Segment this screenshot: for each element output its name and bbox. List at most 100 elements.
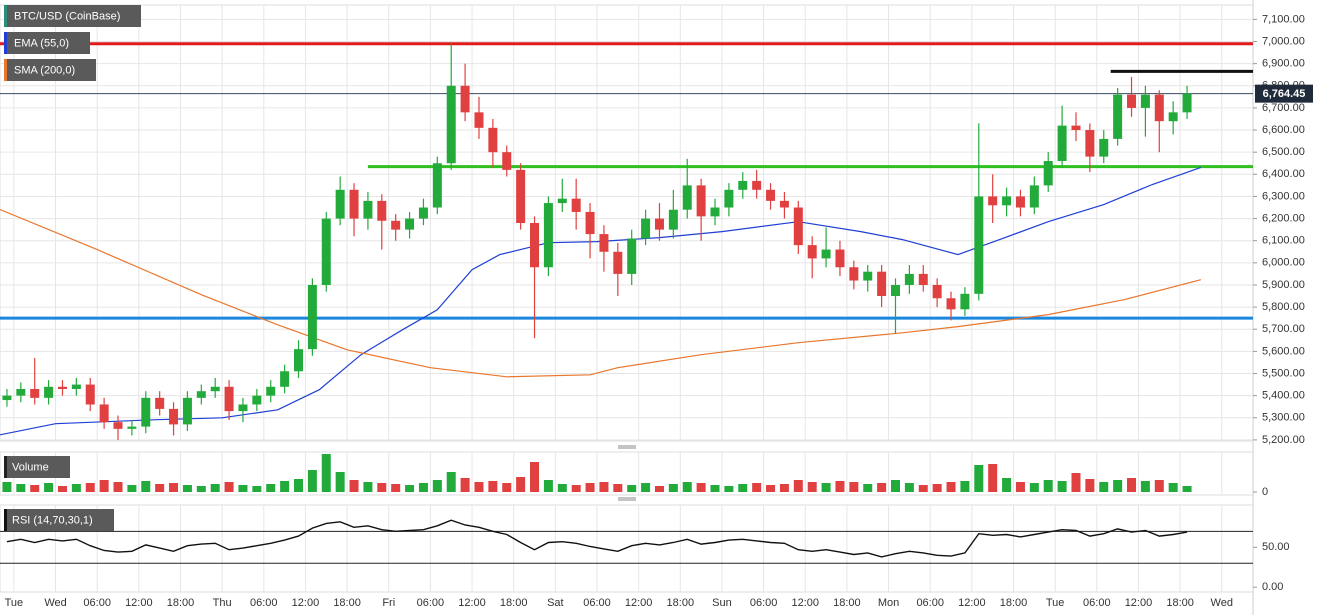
candle-body xyxy=(724,189,734,208)
candle-body xyxy=(918,273,928,285)
candle-body xyxy=(849,267,859,281)
volume-bar xyxy=(599,482,609,492)
x-tick-label: 12:00 xyxy=(125,597,153,609)
candle-body xyxy=(1127,94,1137,108)
volume-bar xyxy=(1168,483,1178,492)
candle-body xyxy=(599,234,609,252)
y-tick-label: 0.00 xyxy=(1262,581,1283,593)
volume-bar xyxy=(946,482,956,492)
y-tick-label: 6,200.00 xyxy=(1262,212,1305,224)
candle-body xyxy=(30,388,40,398)
candle-body xyxy=(585,211,595,235)
volume-bar xyxy=(377,483,387,492)
volume-bar xyxy=(85,483,95,492)
candle-body xyxy=(779,200,789,208)
volume-bar xyxy=(696,483,706,492)
x-tick-label: 18:00 xyxy=(333,597,361,609)
candle-body xyxy=(85,384,95,405)
legend-box xyxy=(4,456,70,478)
candle-body xyxy=(1029,185,1039,208)
indicator-line xyxy=(0,166,1202,436)
rsi-line xyxy=(6,519,1188,558)
volume-bar xyxy=(543,480,553,492)
x-tick-label: Mon xyxy=(878,597,899,609)
volume-bar xyxy=(391,484,401,492)
candle-body xyxy=(1057,125,1067,162)
volume-bar xyxy=(988,464,998,492)
volume-bar xyxy=(1002,478,1012,492)
volume-bar xyxy=(321,454,331,492)
candle-body xyxy=(932,284,942,299)
candle-body xyxy=(766,189,776,201)
candle-body xyxy=(710,207,720,217)
y-tick-label: 5,800.00 xyxy=(1262,301,1305,313)
volume-bar xyxy=(335,472,345,492)
volume-bar xyxy=(516,477,526,492)
candle-body xyxy=(682,185,692,210)
candle-body xyxy=(821,249,831,259)
legend-swatch xyxy=(4,509,7,531)
y-tick-label: 5,400.00 xyxy=(1262,390,1305,402)
volume-bar xyxy=(307,470,317,492)
volume-bar xyxy=(641,483,651,492)
candle-body xyxy=(613,251,623,274)
volume-bar xyxy=(1057,481,1067,492)
candle-body xyxy=(654,218,664,230)
x-tick-label: 06:00 xyxy=(417,597,445,609)
candle-body xyxy=(835,249,845,268)
candle-body xyxy=(863,271,873,281)
x-tick-label: 06:00 xyxy=(83,597,111,609)
x-tick-label: 06:00 xyxy=(916,597,944,609)
y-tick-label: 6,600.00 xyxy=(1262,124,1305,136)
candle-body xyxy=(307,284,317,350)
candle-body xyxy=(252,395,262,405)
volume-bar xyxy=(280,481,290,492)
legend-box xyxy=(4,32,90,54)
volume-bar xyxy=(793,480,803,492)
volume-bar xyxy=(668,484,678,492)
volume-bar xyxy=(974,465,984,492)
candle-body xyxy=(238,404,248,412)
candle-body xyxy=(543,203,553,268)
x-tick-label: 12:00 xyxy=(958,597,986,609)
indicator-line xyxy=(0,208,1202,378)
x-tick-label: Tue xyxy=(5,597,24,609)
volume-bar xyxy=(932,484,942,492)
candle-body xyxy=(1113,94,1123,139)
y-tick-label: 50.00 xyxy=(1262,541,1290,553)
candle-body xyxy=(377,200,387,221)
volume-bar xyxy=(1043,480,1053,492)
candle-body xyxy=(99,404,109,423)
x-tick-label: 12:00 xyxy=(625,597,653,609)
volume-bar xyxy=(418,483,428,492)
legend-swatch xyxy=(4,5,7,27)
candle-body xyxy=(349,189,359,219)
volume-bar xyxy=(127,485,137,492)
candle-body xyxy=(502,152,512,170)
volume-bar xyxy=(1015,482,1025,492)
legend-swatch xyxy=(4,32,7,54)
candle-body xyxy=(1015,196,1025,208)
legend-label: SMA (200,0) xyxy=(14,64,75,76)
candle-body xyxy=(71,384,81,389)
volume-bar xyxy=(182,485,192,492)
candle-body xyxy=(696,185,706,217)
y-tick-label: 6,000.00 xyxy=(1262,257,1305,269)
volume-bar xyxy=(474,482,484,492)
volume-bar xyxy=(779,484,789,492)
y-tick-label: 6,100.00 xyxy=(1262,235,1305,247)
volume-bar xyxy=(1127,478,1137,492)
volume-bar xyxy=(890,480,900,492)
candle-body xyxy=(141,397,151,427)
candle-body xyxy=(988,196,998,206)
volume-bar xyxy=(960,481,970,492)
x-tick-label: 12:00 xyxy=(458,597,486,609)
candle-body xyxy=(960,293,970,310)
volume-bar xyxy=(1071,473,1081,492)
volume-bar xyxy=(71,484,81,492)
volume-bar xyxy=(446,472,456,492)
volume-bar xyxy=(99,480,109,492)
candle-body xyxy=(182,397,192,425)
